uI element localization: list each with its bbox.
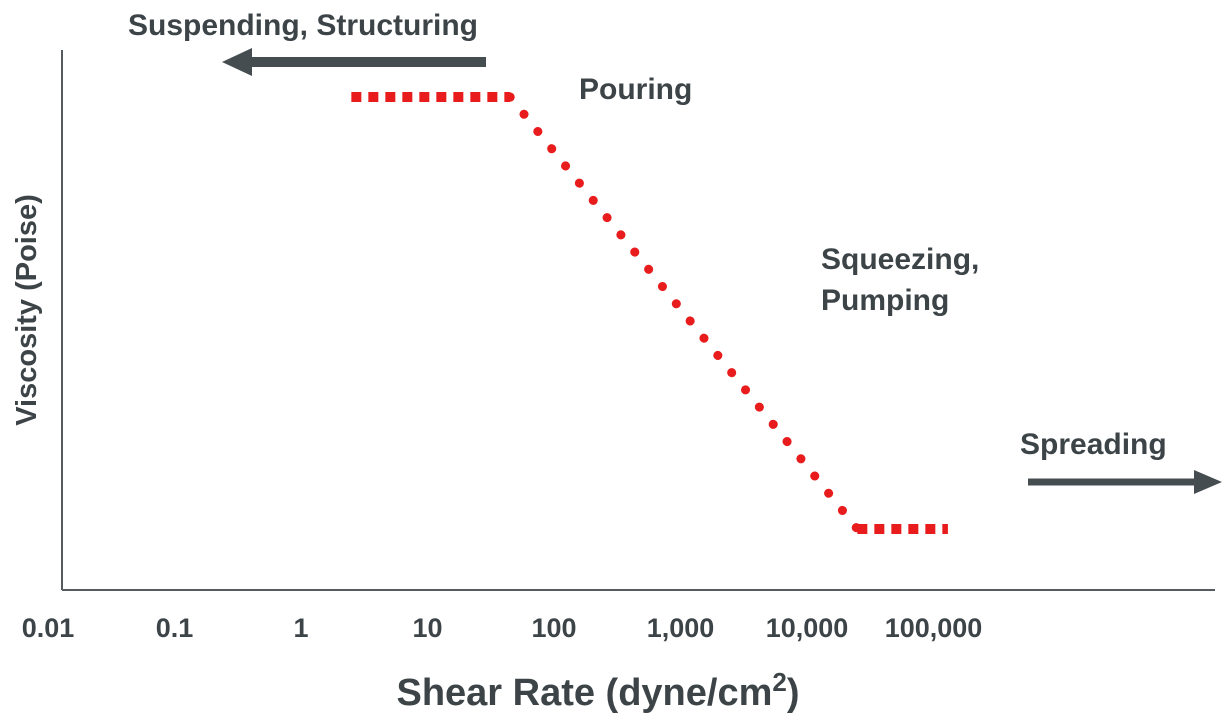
x-tick-label: 1,000 [647, 613, 715, 643]
left-arrow [222, 48, 486, 76]
x-tick-label: 10,000 [766, 613, 849, 643]
x-axis-title-suffix: ) [787, 672, 800, 713]
annotation-pumping: Pumping [821, 284, 949, 317]
x-tick-label: 10 [412, 613, 442, 643]
x-tick-label: 0.1 [156, 613, 194, 643]
x-axis-title-superscript: 2 [772, 667, 786, 697]
annotation-squeezing: Squeezing, [821, 243, 979, 276]
x-tick-labels: 0.01 0.1 1 10 100 1,000 10,000 100,000 [22, 613, 983, 643]
right-arrow [1028, 470, 1222, 494]
x-axis-title: Shear Rate (dyne/cm2) [396, 667, 799, 713]
x-axis-title-main: Shear Rate (dyne/cm [396, 672, 772, 713]
axes [61, 50, 1215, 591]
annotation-spreading: Spreading [1020, 428, 1167, 461]
y-axis-title: Viscosity (Poise) [11, 194, 43, 426]
series-segment [505, 92, 862, 534]
annotation-suspending: Suspending, Structuring [128, 9, 478, 42]
data-series [351, 92, 948, 534]
right-arrow-head [1194, 470, 1222, 494]
x-tick-label: 1 [293, 613, 308, 643]
annotation-pouring: Pouring [579, 73, 692, 106]
left-arrow-head [222, 48, 252, 76]
x-tick-label: 100,000 [885, 613, 983, 643]
x-tick-label: 100 [531, 613, 576, 643]
x-tick-label: 0.01 [22, 613, 75, 643]
